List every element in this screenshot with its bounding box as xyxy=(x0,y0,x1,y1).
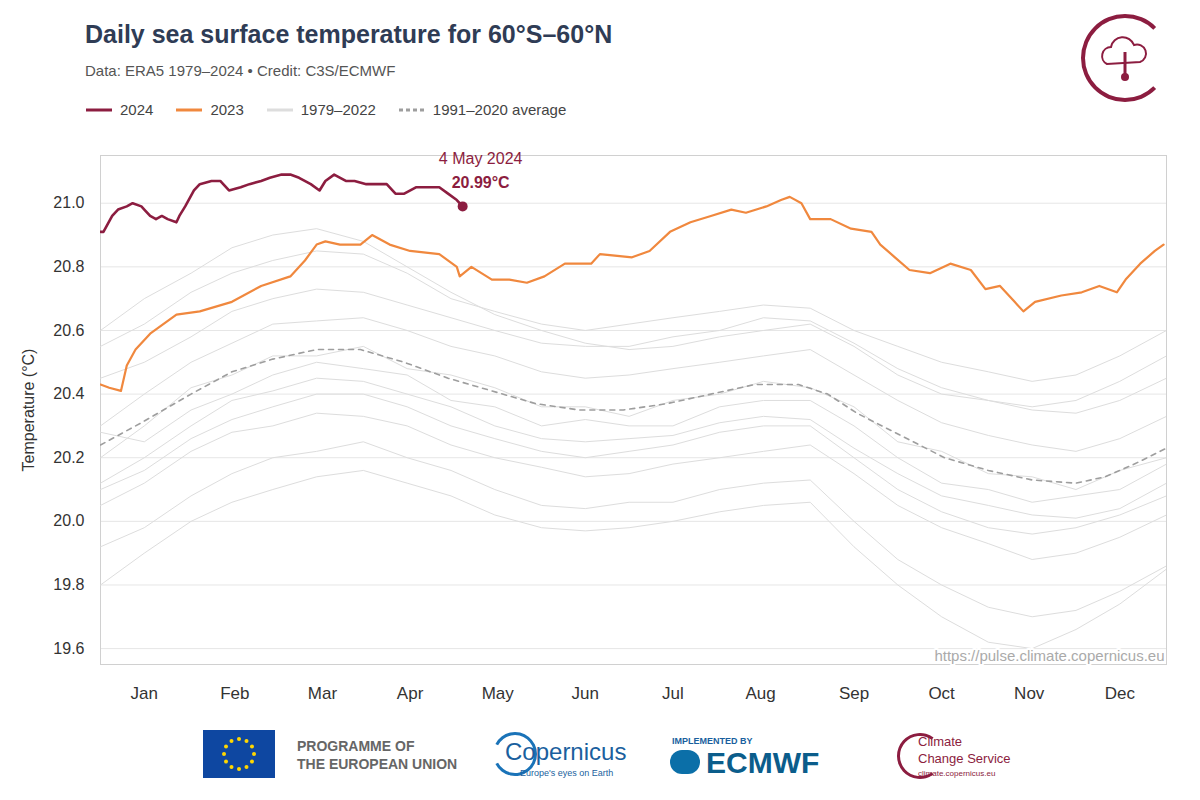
html-text:1991–2020 average: 1991–2020 average xyxy=(432,101,567,118)
svg-text:20.2: 20.2 xyxy=(53,449,84,466)
html-text:Data: ERA5 1979–2024 • Credit:: Data: ERA5 1979–2024 • Credit: C3S/ECMWF xyxy=(85,62,396,79)
svg-text:Mar: Mar xyxy=(308,684,338,703)
svg-text:20.6: 20.6 xyxy=(53,322,84,339)
svg-text:20.8: 20.8 xyxy=(53,258,84,275)
svg-text:Sep: Sep xyxy=(839,684,869,703)
svg-text:May: May xyxy=(482,684,515,703)
svg-text:ECMWF: ECMWF xyxy=(706,746,819,779)
svg-text:21.0: 21.0 xyxy=(53,194,84,211)
svg-text:https://pulse.climate.copernic: https://pulse.climate.copernicus.eu xyxy=(934,647,1164,664)
svg-text:20.4: 20.4 xyxy=(53,385,84,402)
svg-text:Temperature (°C): Temperature (°C) xyxy=(20,349,37,472)
svg-text:Aug: Aug xyxy=(745,684,775,703)
svg-text:20.0: 20.0 xyxy=(53,512,84,529)
svg-text:Oct: Oct xyxy=(928,684,955,703)
html-text:2023: 2023 xyxy=(210,101,244,118)
svg-text:PROGRAMME OF: PROGRAMME OF xyxy=(297,738,415,754)
svg-text:Copernicus: Copernicus xyxy=(505,738,626,765)
svg-text:4 May 2024: 4 May 2024 xyxy=(439,150,523,167)
svg-text:Feb: Feb xyxy=(220,684,249,703)
svg-text:Apr: Apr xyxy=(397,684,424,703)
svg-text:climate.copernicus.eu: climate.copernicus.eu xyxy=(918,769,995,778)
svg-text:Nov: Nov xyxy=(1014,684,1045,703)
html-text:Daily sea surface temperature: Daily sea surface temperature for 60°S–6… xyxy=(85,20,613,48)
svg-text:Climate: Climate xyxy=(918,734,962,749)
svg-text:THE EUROPEAN UNION: THE EUROPEAN UNION xyxy=(297,756,457,772)
svg-text:IMPLEMENTED BY: IMPLEMENTED BY xyxy=(672,736,753,746)
html-text:1979–2022: 1979–2022 xyxy=(300,101,376,118)
svg-text:Change Service: Change Service xyxy=(918,751,1011,766)
svg-text:Dec: Dec xyxy=(1105,684,1136,703)
svg-text:Jul: Jul xyxy=(662,684,684,703)
svg-text:19.6: 19.6 xyxy=(53,640,84,657)
svg-text:Jan: Jan xyxy=(131,684,158,703)
svg-text:20.99°C: 20.99°C xyxy=(452,174,510,191)
html-text:2024: 2024 xyxy=(120,101,154,118)
svg-text:Europe's eyes on Earth: Europe's eyes on Earth xyxy=(520,768,613,778)
svg-text:19.8: 19.8 xyxy=(53,576,84,593)
svg-text:Jun: Jun xyxy=(572,684,599,703)
